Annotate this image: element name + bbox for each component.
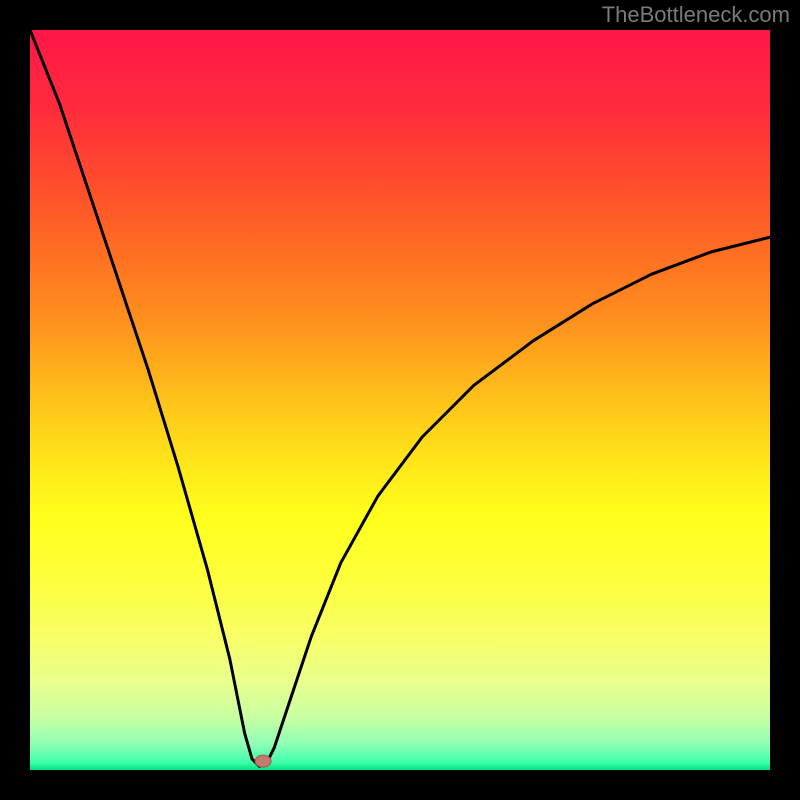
optimal-point-marker	[255, 755, 271, 767]
watermark-text: TheBottleneck.com	[602, 2, 790, 28]
bottleneck-chart	[0, 0, 800, 800]
chart-background-gradient	[30, 30, 770, 770]
